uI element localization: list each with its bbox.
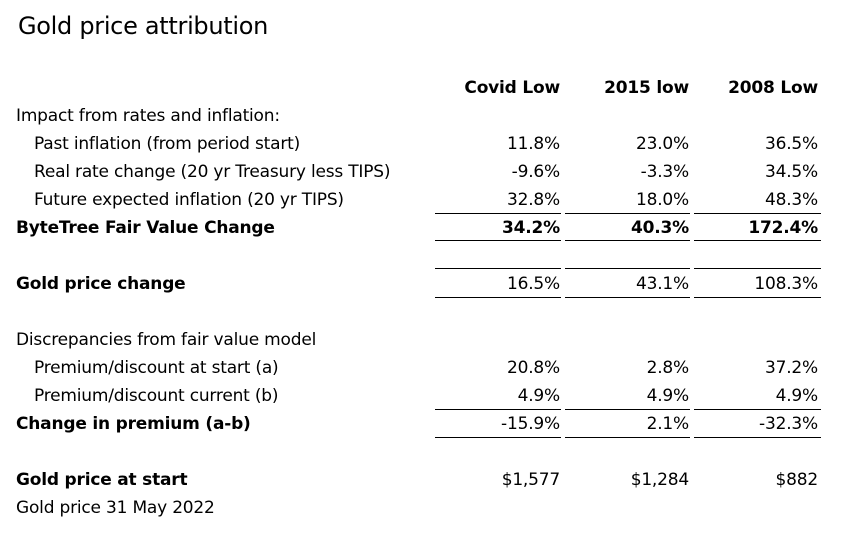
table-row: Gold price change 16.5% 43.1% 108.3% [0, 270, 849, 298]
cell-2008-low: -32.3% [759, 414, 818, 434]
cell-covid-low: 32.8% [506, 190, 560, 210]
cell-covid-low: -15.9% [501, 414, 560, 434]
divider [565, 297, 690, 298]
row-label: Future expected inflation (20 yr TIPS) [34, 190, 344, 210]
cell-2015-low: 23.0% [635, 134, 689, 154]
divider [565, 437, 690, 438]
divider [435, 409, 561, 410]
page-title: Gold price attribution [18, 12, 269, 40]
divider [565, 240, 690, 241]
row-label-change-in-premium: Change in premium (a-b) [16, 414, 251, 434]
section-heading-discrepancies: Discrepancies from fair value model [16, 330, 317, 350]
cell-2008-low: $882 [775, 470, 819, 490]
section-heading-row: Discrepancies from fair value model [0, 326, 849, 354]
section-heading-rates-inflation: Impact from rates and inflation: [16, 106, 280, 126]
footnote: Gold price 31 May 2022 [16, 498, 215, 518]
divider [435, 297, 561, 298]
cell-covid-low: 20.8% [506, 358, 560, 378]
section-heading-row: Impact from rates and inflation: [0, 102, 849, 130]
table-row: Gold price at start $1,577 $1,284 $882 [0, 466, 849, 494]
cell-2008-low: 36.5% [764, 134, 818, 154]
cell-covid-low: 4.9% [517, 386, 561, 406]
cell-2015-low: 2.1% [646, 414, 690, 434]
row-label: Past inflation (from period start) [34, 134, 301, 154]
divider [694, 297, 821, 298]
cell-covid-low: $1,577 [501, 470, 560, 490]
divider [694, 437, 821, 438]
cell-2008-low: 172.4% [748, 218, 818, 238]
row-label: Real rate change (20 yr Treasury less TI… [34, 162, 391, 182]
column-header-2015-low: 2015 low [604, 78, 689, 98]
cell-covid-low: 11.8% [506, 134, 560, 154]
cell-2015-low: 2.8% [646, 358, 690, 378]
row-label: Premium/discount at start (a) [34, 358, 279, 378]
divider [435, 437, 561, 438]
cell-2015-low: $1,284 [630, 470, 689, 490]
cell-2008-low: 34.5% [764, 162, 818, 182]
cell-2015-low: 40.3% [631, 218, 689, 238]
divider [694, 409, 821, 410]
table-row: Past inflation (from period start) 11.8%… [0, 130, 849, 158]
divider [435, 240, 561, 241]
divider [694, 268, 821, 269]
divider [565, 409, 690, 410]
total-row: ByteTree Fair Value Change 34.2% 40.3% 1… [0, 214, 849, 242]
row-label-gold-price-at-start: Gold price at start [16, 470, 188, 490]
divider [435, 213, 561, 214]
divider [565, 213, 690, 214]
cell-2008-low: 108.3% [754, 274, 818, 294]
divider [565, 268, 690, 269]
column-header-covid-low: Covid Low [464, 78, 560, 98]
row-label-gold-price-change: Gold price change [16, 274, 186, 294]
cell-covid-low: -9.6% [511, 162, 561, 182]
divider [694, 240, 821, 241]
cell-2008-low: 4.9% [775, 386, 819, 406]
footnote-row: Gold price 31 May 2022 [0, 494, 849, 522]
table-row: Premium/discount current (b) 4.9% 4.9% 4… [0, 382, 849, 410]
row-label-fair-value-change: ByteTree Fair Value Change [16, 218, 275, 238]
column-header-row: Covid Low 2015 low 2008 Low [0, 74, 849, 102]
divider [694, 213, 821, 214]
cell-2008-low: 37.2% [764, 358, 818, 378]
column-header-2008-low: 2008 Low [728, 78, 818, 98]
row-label: Premium/discount current (b) [34, 386, 279, 406]
cell-covid-low: 16.5% [506, 274, 560, 294]
table-row: Premium/discount at start (a) 20.8% 2.8%… [0, 354, 849, 382]
table-row: Real rate change (20 yr Treasury less TI… [0, 158, 849, 186]
cell-2015-low: 4.9% [646, 386, 690, 406]
cell-2008-low: 48.3% [764, 190, 818, 210]
cell-covid-low: 34.2% [502, 218, 560, 238]
divider [435, 268, 561, 269]
cell-2015-low: 43.1% [635, 274, 689, 294]
cell-2015-low: 18.0% [635, 190, 689, 210]
cell-2015-low: -3.3% [640, 162, 690, 182]
table-row: Future expected inflation (20 yr TIPS) 3… [0, 186, 849, 214]
total-row: Change in premium (a-b) -15.9% 2.1% -32.… [0, 410, 849, 438]
